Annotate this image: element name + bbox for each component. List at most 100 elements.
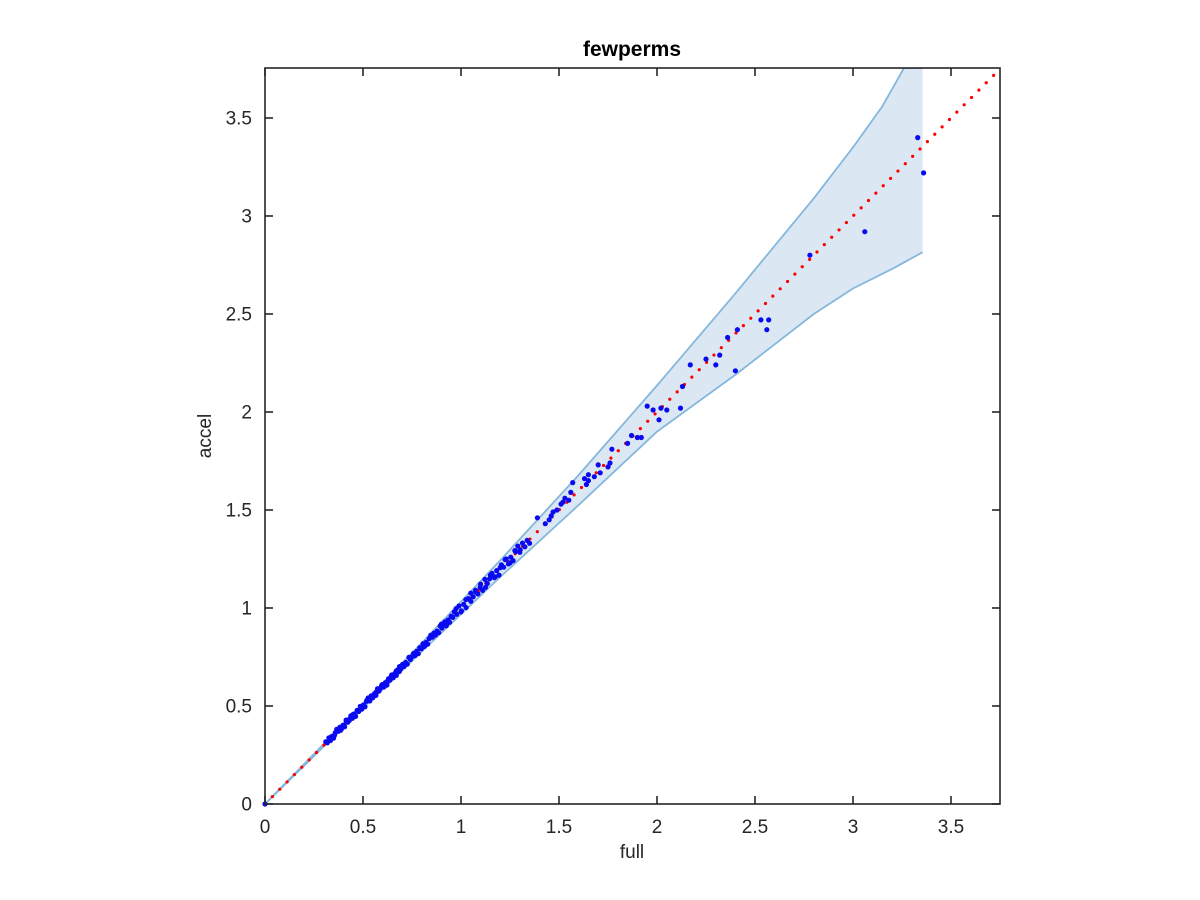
x-tick-label: 0 (260, 817, 271, 838)
data-point (562, 495, 568, 501)
data-point (546, 517, 552, 523)
identity-line-dot (977, 88, 981, 92)
data-point (361, 703, 367, 709)
identity-line-dot (653, 412, 657, 416)
identity-line-dot (793, 272, 797, 276)
data-point (607, 460, 613, 466)
identity-line-dot (969, 95, 974, 100)
identity-line-dot (866, 198, 871, 203)
identity-line-dot (535, 530, 539, 534)
data-point (734, 327, 741, 333)
data-point (542, 521, 548, 527)
y-tick-label: 1.5 (226, 500, 252, 521)
x-axis-label: full (620, 842, 644, 863)
data-point (677, 405, 684, 411)
data-point (453, 606, 459, 612)
data-point (628, 432, 635, 439)
data-point (473, 589, 479, 595)
y-axis-label: accel (195, 414, 216, 458)
identity-line-dot (881, 184, 885, 188)
identity-line-dot (800, 265, 804, 269)
data-point (458, 609, 464, 615)
data-point (519, 540, 526, 546)
data-point (915, 135, 921, 141)
data-point (595, 462, 601, 468)
data-point (664, 407, 670, 413)
confidence-band (265, 68, 923, 804)
data-point (463, 597, 469, 603)
data-point (484, 580, 490, 587)
identity-line-dot (646, 419, 650, 423)
data-point (554, 507, 560, 513)
x-tick-label: 1 (456, 817, 467, 838)
data-point (346, 717, 352, 724)
data-point (560, 499, 566, 505)
data-point (583, 481, 590, 488)
data-point (382, 683, 388, 689)
data-point (470, 594, 476, 600)
data-point (384, 678, 391, 685)
y-tick-label: 2.5 (226, 304, 252, 325)
data-point (425, 641, 431, 647)
identity-line-dot (307, 758, 311, 762)
data-point (703, 356, 709, 362)
data-point (638, 434, 644, 441)
identity-line-dot (896, 169, 900, 173)
data-point (650, 407, 656, 413)
data-point (566, 497, 572, 503)
data-point (609, 446, 615, 452)
x-tick-label: 3.5 (938, 817, 964, 838)
data-point (390, 673, 396, 680)
data-point (568, 489, 574, 495)
data-point (687, 362, 693, 368)
chart-title: fewperms (583, 38, 681, 61)
identity-line-dot (697, 368, 701, 372)
identity-line-dot (756, 309, 760, 313)
identity-line-dot (616, 449, 620, 453)
data-point (658, 405, 664, 411)
data-point (370, 693, 376, 699)
identity-line-dot (638, 427, 642, 431)
identity-line-dot (903, 162, 907, 166)
identity-line-dot (888, 176, 893, 180)
identity-line-dot (675, 390, 679, 394)
data-point (482, 576, 488, 583)
identity-line-dot (830, 235, 834, 239)
confidence-band-layer (265, 68, 924, 804)
x-tick-label: 0.5 (350, 817, 376, 838)
data-point (713, 362, 719, 368)
data-point (447, 619, 453, 625)
identity-line-dot (292, 772, 297, 777)
identity-line-dot (808, 257, 812, 261)
y-tick-label: 2 (241, 402, 252, 423)
data-point (548, 513, 554, 519)
identity-line-dot (278, 787, 282, 791)
y-tick-label: 1 (241, 598, 252, 619)
identity-line-dot (933, 132, 937, 136)
data-point (725, 334, 731, 341)
identity-line-dot (911, 154, 915, 158)
y-tick-label: 0 (241, 795, 252, 816)
data-point (340, 723, 346, 729)
x-tick-label: 1.5 (546, 817, 572, 838)
data-point (404, 661, 410, 667)
identity-line-dot (690, 375, 694, 379)
identity-line-dot (285, 780, 289, 784)
data-point (497, 565, 503, 571)
identity-line-dot (992, 73, 996, 77)
data-point (487, 572, 493, 578)
identity-line-dot (712, 353, 716, 357)
y-tick-label: 3 (241, 206, 252, 227)
identity-line-dot (947, 117, 952, 122)
data-point (463, 605, 469, 611)
data-point (921, 170, 927, 176)
data-points-layer (262, 135, 927, 807)
data-point (332, 732, 338, 738)
data-point (482, 584, 489, 591)
data-point (522, 544, 528, 550)
identity-line-dot (955, 110, 959, 114)
identity-line-dot (270, 795, 274, 799)
data-point (438, 621, 444, 627)
data-point (758, 317, 764, 323)
